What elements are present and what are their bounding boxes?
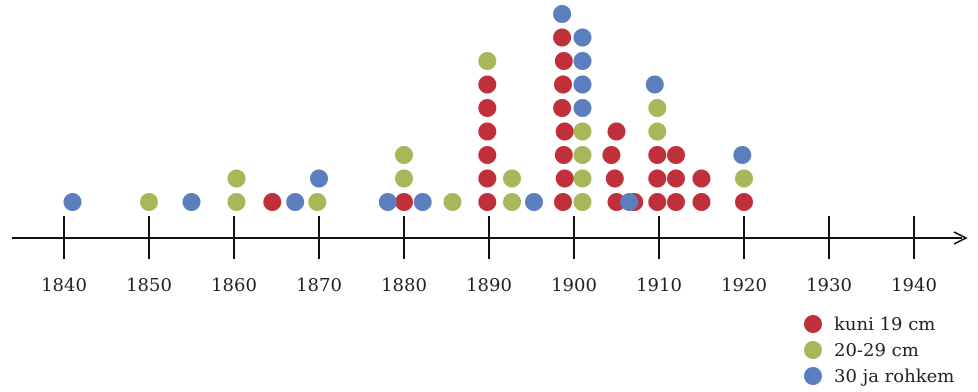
data-point-series-2 xyxy=(227,193,246,211)
data-point-series-2 xyxy=(648,122,667,141)
data-point-series-3 xyxy=(553,5,572,23)
data-point-series-1 xyxy=(648,146,667,164)
data-point-series-1 xyxy=(263,193,282,211)
data-point-series-1 xyxy=(667,146,685,164)
legend-marker xyxy=(804,367,822,385)
data-point-series-2 xyxy=(503,193,521,211)
data-point-series-3 xyxy=(573,75,592,94)
x-tick-label: 1880 xyxy=(381,275,427,296)
data-point-series-2 xyxy=(308,193,327,211)
data-point-series-1 xyxy=(607,193,626,211)
data-point-series-3 xyxy=(525,193,543,211)
data-point-series-1 xyxy=(648,193,667,211)
legend-item: kuni 19 cm xyxy=(804,314,935,335)
data-point-series-1 xyxy=(692,193,711,211)
data-point-series-3 xyxy=(645,75,664,94)
data-point-series-2 xyxy=(573,146,592,164)
x-tick-label: 1900 xyxy=(551,275,597,296)
legend-item: 30 ja rohkem xyxy=(804,366,954,387)
x-tick-label: 1840 xyxy=(41,275,87,296)
data-point-series-1 xyxy=(667,169,685,188)
x-tick-label: 1890 xyxy=(466,275,512,296)
data-point-series-2 xyxy=(735,169,753,188)
legend-marker xyxy=(804,341,822,359)
data-point-series-1 xyxy=(553,28,572,47)
data-point-series-1 xyxy=(478,193,497,211)
x-tick-label: 1910 xyxy=(636,275,682,296)
legend-marker xyxy=(804,315,822,333)
data-point-series-3 xyxy=(573,99,592,117)
data-point-series-1 xyxy=(478,122,497,141)
data-point-series-1 xyxy=(478,99,497,117)
data-point-series-2 xyxy=(648,99,667,117)
data-point-series-2 xyxy=(227,169,246,188)
legend-label: 20-29 cm xyxy=(834,340,919,361)
x-tick-label: 1940 xyxy=(891,275,937,296)
x-tick-label: 1920 xyxy=(721,275,767,296)
data-point-series-3 xyxy=(378,193,397,211)
data-point-series-1 xyxy=(735,193,753,211)
data-point-series-1 xyxy=(555,122,574,141)
x-axis-arrow-icon xyxy=(953,231,968,245)
data-point-series-3 xyxy=(620,193,639,211)
legend-label: kuni 19 cm xyxy=(834,314,935,335)
x-tick-label: 1860 xyxy=(211,275,257,296)
data-point-series-3 xyxy=(573,28,592,47)
data-point-series-2 xyxy=(478,52,497,70)
data-point-series-3 xyxy=(573,52,592,70)
data-point-series-1 xyxy=(478,146,497,164)
data-point-series-1 xyxy=(478,75,497,94)
data-point-series-1 xyxy=(554,146,573,164)
data-point-series-1 xyxy=(607,122,626,141)
legend: kuni 19 cm 20-29 cm 30 ja rohkem xyxy=(804,314,954,387)
data-point-series-1 xyxy=(667,193,685,211)
data-point-series-3 xyxy=(310,169,328,188)
data-point-series-1 xyxy=(648,169,667,188)
data-point-series-3 xyxy=(733,146,752,164)
data-point-series-1 xyxy=(602,146,621,164)
data-point-series-2 xyxy=(573,122,592,141)
x-axis: 1840 1850 1860 1870 1880 1890 1900 1910 1920 1930… xyxy=(12,216,968,296)
data-point-series-1 xyxy=(555,169,574,188)
legend-item: 20-29 cm xyxy=(804,340,919,361)
data-point-series-2 xyxy=(140,193,158,211)
data-point-series-1 xyxy=(605,169,624,188)
legend-label: 30 ja rohkem xyxy=(834,366,954,387)
data-point-series-3 xyxy=(413,193,432,211)
data-point-series-1 xyxy=(554,75,572,94)
data-point-series-1 xyxy=(395,193,413,211)
data-point-series-1 xyxy=(692,169,711,188)
data-point-series-2 xyxy=(573,169,592,188)
x-tick-label: 1870 xyxy=(296,275,342,296)
data-point-series-2 xyxy=(395,169,413,188)
data-point-series-2 xyxy=(503,169,521,188)
data-point-series-3 xyxy=(63,193,82,211)
data-point-series-1 xyxy=(554,193,572,211)
data-point-series-2 xyxy=(443,193,462,211)
data-points xyxy=(63,5,753,211)
data-point-series-3 xyxy=(182,193,201,211)
data-point-series-3 xyxy=(286,193,305,211)
data-point-series-1 xyxy=(553,99,572,117)
data-point-series-2 xyxy=(573,193,592,211)
data-point-series-1 xyxy=(554,52,573,70)
x-tick-label: 1850 xyxy=(126,275,172,296)
x-tick-label: 1930 xyxy=(806,275,852,296)
data-point-series-2 xyxy=(395,146,413,164)
data-point-series-1 xyxy=(478,169,497,188)
